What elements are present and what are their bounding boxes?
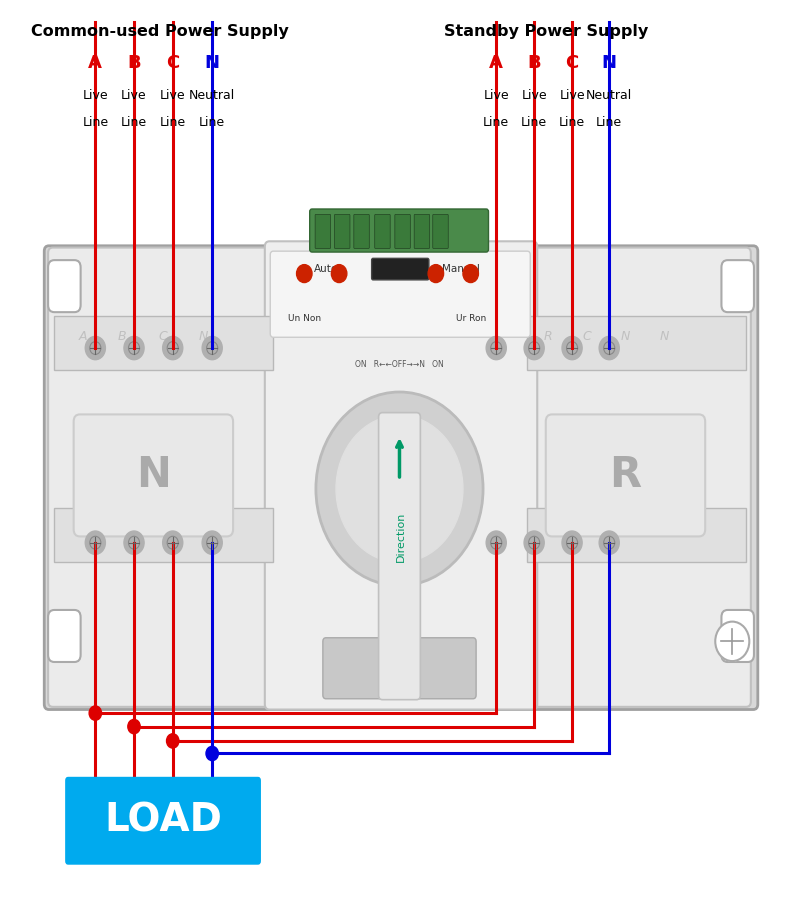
- FancyBboxPatch shape: [378, 413, 420, 700]
- FancyBboxPatch shape: [323, 638, 476, 699]
- FancyBboxPatch shape: [48, 610, 80, 662]
- Text: B: B: [118, 330, 127, 343]
- Circle shape: [162, 336, 183, 360]
- Text: B: B: [127, 54, 141, 72]
- FancyBboxPatch shape: [54, 316, 273, 370]
- Text: ON   R←←OFF→→N   ON: ON R←←OFF→→N ON: [355, 360, 444, 369]
- Circle shape: [85, 336, 106, 360]
- FancyBboxPatch shape: [722, 610, 754, 662]
- Text: Auto: Auto: [314, 264, 338, 274]
- Circle shape: [128, 719, 140, 734]
- Text: Standby Power Supply: Standby Power Supply: [444, 24, 649, 39]
- Circle shape: [524, 531, 545, 554]
- Circle shape: [206, 746, 218, 761]
- FancyBboxPatch shape: [375, 214, 390, 248]
- Text: Neutral: Neutral: [586, 90, 632, 102]
- Text: R: R: [609, 455, 641, 496]
- Text: Line: Line: [483, 117, 509, 129]
- FancyBboxPatch shape: [48, 260, 80, 312]
- FancyBboxPatch shape: [270, 251, 530, 337]
- Text: Live: Live: [121, 90, 147, 102]
- FancyBboxPatch shape: [265, 241, 537, 710]
- Text: Live: Live: [160, 90, 185, 102]
- Circle shape: [296, 265, 312, 283]
- FancyBboxPatch shape: [73, 414, 233, 536]
- Circle shape: [166, 734, 179, 748]
- Text: LOAD: LOAD: [104, 802, 222, 840]
- Text: Line: Line: [559, 117, 585, 129]
- Circle shape: [599, 531, 619, 554]
- Text: C: C: [566, 54, 578, 72]
- Text: C: C: [158, 330, 167, 343]
- Circle shape: [85, 531, 106, 554]
- Text: N: N: [205, 54, 220, 72]
- Circle shape: [562, 531, 582, 554]
- Text: Live: Live: [522, 90, 547, 102]
- Text: Live: Live: [559, 90, 585, 102]
- FancyBboxPatch shape: [65, 777, 261, 865]
- Circle shape: [336, 415, 463, 562]
- Text: Line: Line: [82, 117, 109, 129]
- FancyBboxPatch shape: [527, 508, 746, 562]
- FancyBboxPatch shape: [722, 260, 754, 312]
- FancyBboxPatch shape: [315, 214, 331, 248]
- Text: Live: Live: [483, 90, 509, 102]
- FancyBboxPatch shape: [354, 214, 370, 248]
- Text: Neutral: Neutral: [189, 90, 236, 102]
- Circle shape: [428, 265, 444, 283]
- Text: R: R: [544, 330, 552, 343]
- Circle shape: [486, 531, 506, 554]
- Text: C: C: [582, 330, 591, 343]
- Text: Line: Line: [160, 117, 186, 129]
- FancyBboxPatch shape: [310, 209, 489, 252]
- Text: Ur Ron: Ur Ron: [455, 314, 486, 323]
- FancyBboxPatch shape: [395, 214, 411, 248]
- FancyBboxPatch shape: [372, 258, 429, 280]
- Circle shape: [524, 336, 545, 360]
- Text: N: N: [621, 330, 630, 343]
- Text: Manual: Manual: [442, 264, 481, 274]
- Text: Line: Line: [199, 117, 225, 129]
- Circle shape: [89, 706, 102, 720]
- Circle shape: [716, 622, 749, 661]
- FancyBboxPatch shape: [334, 214, 350, 248]
- Text: Un Non: Un Non: [288, 314, 321, 323]
- Circle shape: [316, 392, 483, 586]
- Circle shape: [486, 336, 506, 360]
- Text: Direction: Direction: [396, 511, 406, 562]
- Circle shape: [162, 531, 183, 554]
- Circle shape: [562, 336, 582, 360]
- Circle shape: [203, 531, 222, 554]
- FancyBboxPatch shape: [54, 508, 273, 562]
- FancyBboxPatch shape: [527, 316, 746, 370]
- Circle shape: [463, 265, 478, 283]
- Circle shape: [124, 531, 144, 554]
- Text: A: A: [79, 330, 87, 343]
- FancyBboxPatch shape: [521, 248, 751, 707]
- Text: B: B: [527, 54, 541, 72]
- Text: A: A: [88, 54, 102, 72]
- Circle shape: [203, 336, 222, 360]
- Text: Live: Live: [83, 90, 108, 102]
- Text: Line: Line: [597, 117, 623, 129]
- FancyBboxPatch shape: [48, 248, 278, 707]
- Text: N: N: [660, 330, 669, 343]
- FancyBboxPatch shape: [44, 246, 758, 710]
- Text: N: N: [136, 455, 171, 496]
- Text: N: N: [602, 54, 617, 72]
- Circle shape: [332, 265, 347, 283]
- Text: C: C: [166, 54, 180, 72]
- FancyBboxPatch shape: [433, 214, 448, 248]
- Circle shape: [124, 336, 144, 360]
- FancyBboxPatch shape: [546, 414, 705, 536]
- Text: Line: Line: [121, 117, 147, 129]
- Text: Line: Line: [521, 117, 547, 129]
- Text: N: N: [199, 330, 207, 343]
- Circle shape: [599, 336, 619, 360]
- Text: A: A: [489, 54, 504, 72]
- Text: Common-used Power Supply: Common-used Power Supply: [31, 24, 288, 39]
- FancyBboxPatch shape: [414, 214, 429, 248]
